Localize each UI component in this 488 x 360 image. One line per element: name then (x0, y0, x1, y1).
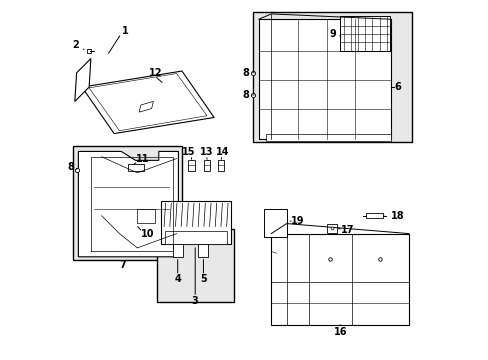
Bar (157, 229, 233, 302)
Text: 8: 8 (242, 90, 248, 100)
Text: 13: 13 (200, 147, 213, 157)
Polygon shape (82, 71, 214, 134)
Polygon shape (89, 73, 206, 131)
Text: 17: 17 (340, 225, 354, 235)
Polygon shape (78, 152, 178, 257)
Text: 14: 14 (216, 147, 229, 157)
Text: 5: 5 (200, 274, 206, 284)
Polygon shape (139, 102, 153, 112)
Polygon shape (340, 17, 389, 51)
Text: 1: 1 (121, 26, 128, 36)
Polygon shape (75, 59, 91, 102)
Text: 9: 9 (329, 28, 336, 39)
Polygon shape (128, 164, 144, 171)
Polygon shape (188, 160, 194, 171)
Text: 8: 8 (68, 162, 75, 172)
Text: 15: 15 (182, 147, 196, 157)
Polygon shape (137, 208, 155, 223)
Polygon shape (365, 213, 382, 218)
Polygon shape (271, 234, 408, 325)
Bar (73, 146, 182, 260)
Text: 2: 2 (72, 40, 79, 50)
Text: 18: 18 (390, 211, 404, 221)
Polygon shape (198, 244, 207, 257)
Polygon shape (165, 231, 227, 244)
Polygon shape (265, 134, 390, 141)
Polygon shape (218, 160, 224, 171)
Text: 6: 6 (394, 82, 401, 92)
Text: 3: 3 (191, 296, 198, 306)
Text: 16: 16 (333, 327, 346, 337)
Text: 7: 7 (120, 260, 126, 270)
Polygon shape (173, 244, 183, 257)
Text: 11: 11 (136, 154, 149, 163)
Text: 10: 10 (141, 229, 155, 239)
Polygon shape (203, 160, 210, 171)
Polygon shape (264, 208, 286, 237)
Polygon shape (258, 19, 390, 139)
Text: 4: 4 (174, 274, 181, 284)
Text: 12: 12 (149, 68, 163, 78)
Text: 8: 8 (242, 68, 248, 78)
Polygon shape (326, 224, 337, 233)
Text: 19: 19 (291, 216, 304, 226)
Bar (253, 12, 411, 143)
Polygon shape (160, 202, 230, 244)
